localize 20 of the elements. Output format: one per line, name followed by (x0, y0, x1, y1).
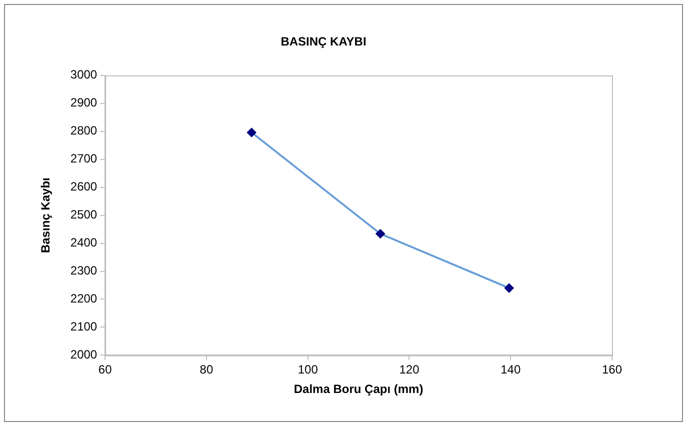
x-tick-label: 80 (200, 362, 214, 377)
x-tick-label: 100 (298, 362, 318, 377)
y-tick-label: 2300 (70, 264, 98, 278)
y-tick-label: 2900 (70, 96, 98, 110)
y-tick-label: 2000 (70, 348, 98, 362)
x-tick-label: 120 (399, 362, 420, 377)
x-tick-label: 140 (500, 362, 521, 377)
x-tick-label: 160 (602, 362, 622, 377)
y-tick-label: 2100 (70, 320, 98, 334)
y-tick-label: 2600 (70, 180, 98, 194)
y-tick-label: 2400 (70, 236, 98, 250)
y-tick-label: 2800 (70, 124, 98, 138)
y-tick-label: 2200 (70, 292, 98, 306)
y-tick-label: 2700 (70, 152, 98, 166)
x-tick-label: 60 (98, 362, 112, 377)
y-tick-label: 2500 (70, 208, 98, 222)
chart-title: BASINÇ KAYBI (280, 34, 366, 49)
x-axis-title: Dalma Boru Çapı (mm) (294, 382, 424, 396)
y-tick-label: 3000 (70, 68, 98, 82)
y-axis-title: Basınç Kaybı (38, 178, 53, 253)
